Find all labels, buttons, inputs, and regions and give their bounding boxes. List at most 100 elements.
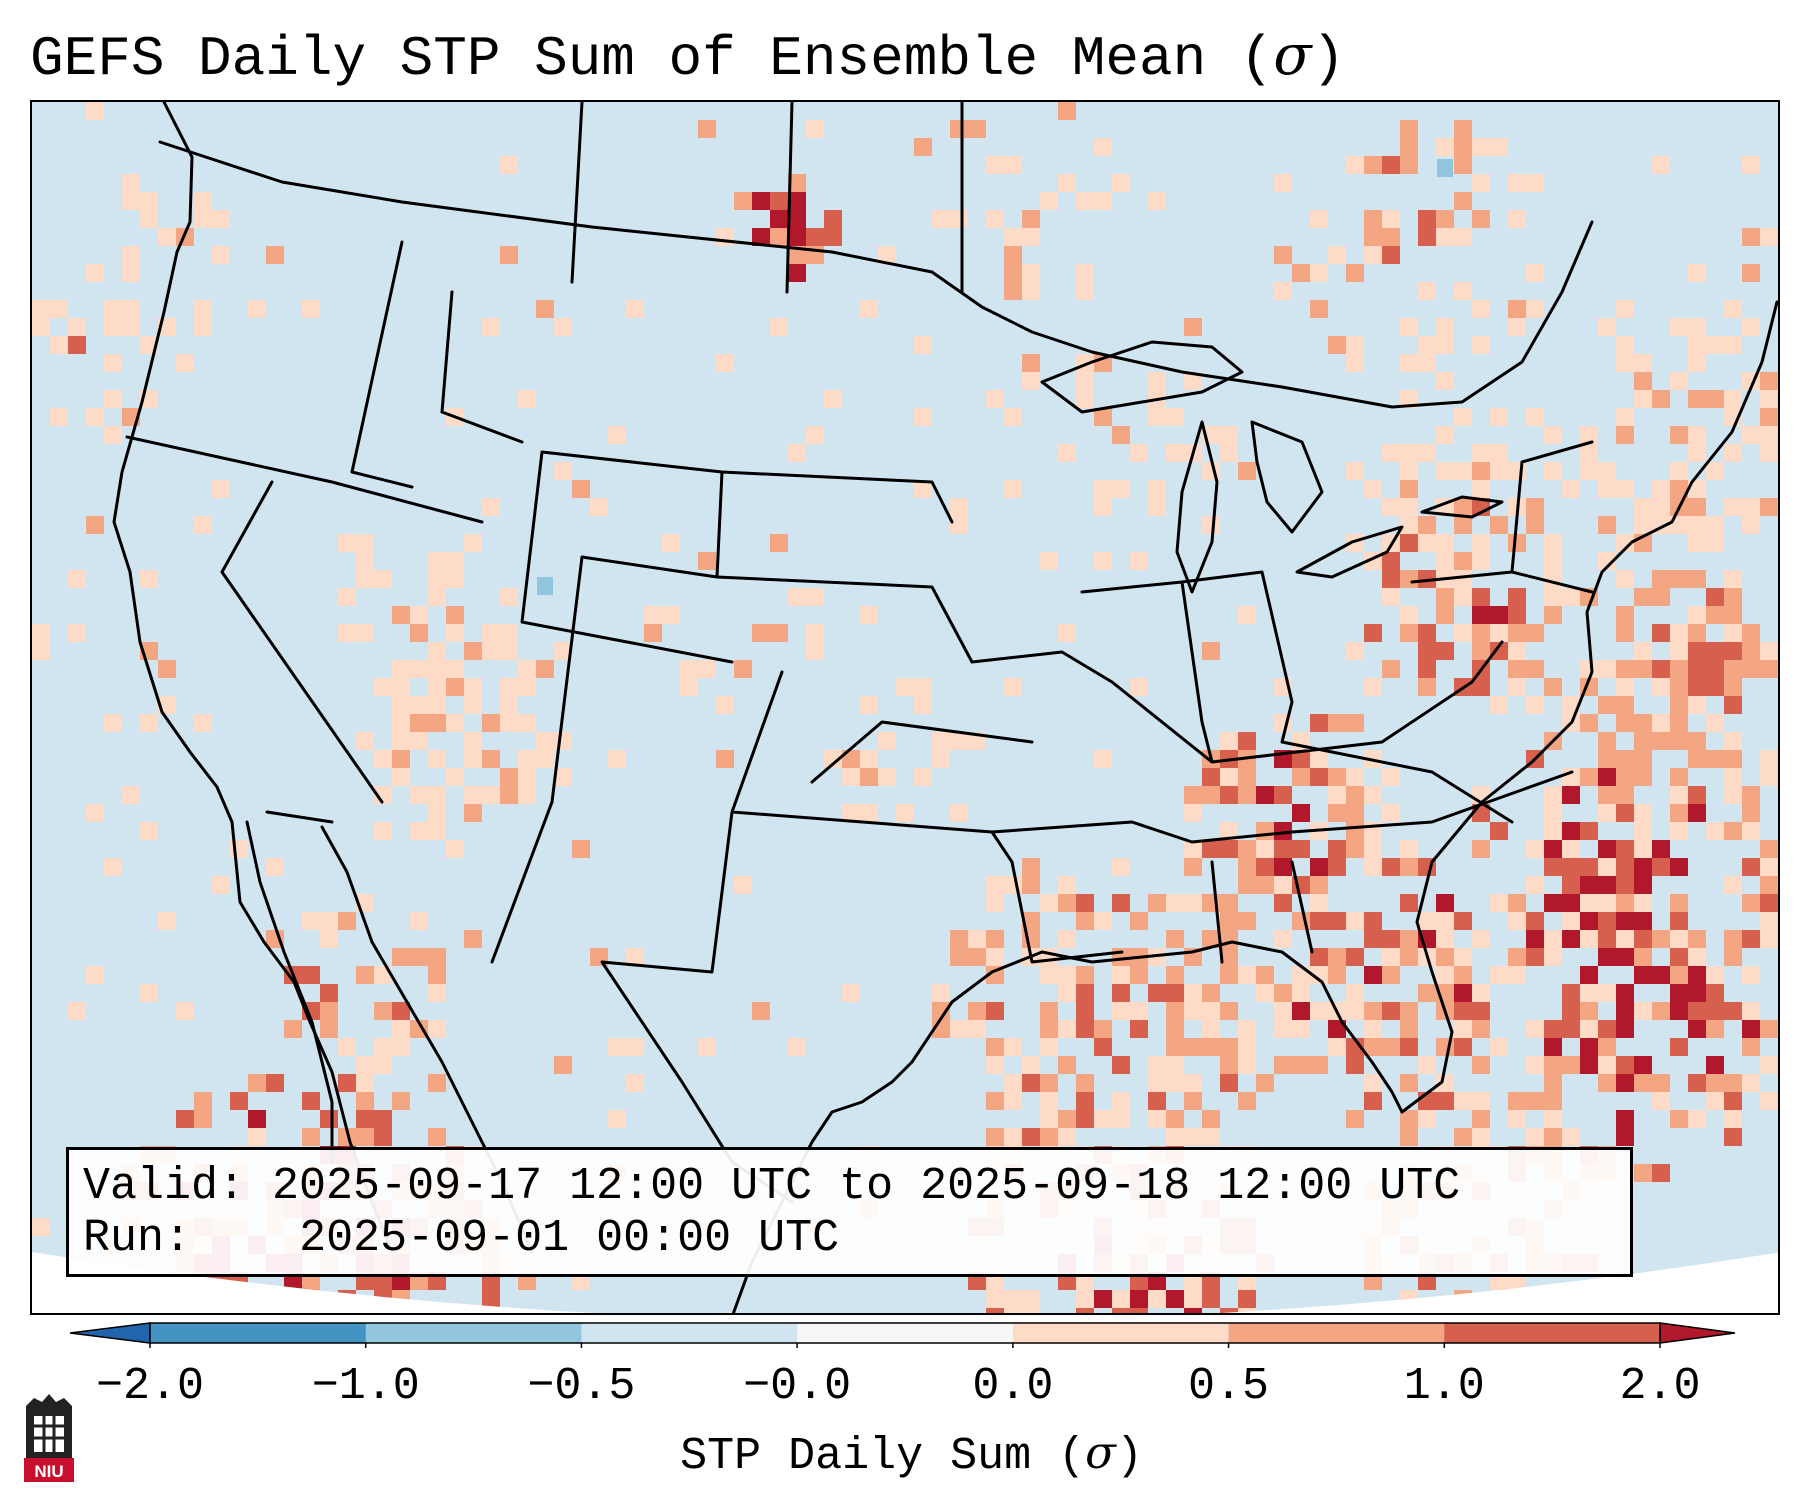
- anomaly-cell: [1274, 1056, 1292, 1074]
- anomaly-cell: [1238, 606, 1256, 624]
- anomaly-cell: [1544, 840, 1562, 858]
- anomaly-cell: [1274, 822, 1292, 840]
- anomaly-cell: [50, 408, 68, 426]
- anomaly-cell: [1508, 606, 1526, 624]
- anomaly-cell: [1670, 768, 1688, 786]
- anomaly-cell: [1670, 948, 1688, 966]
- anomaly-cell: [1238, 1308, 1256, 1313]
- anomaly-cell: [1544, 948, 1562, 966]
- anomaly-cell: [194, 516, 212, 534]
- anomaly-cell: [806, 120, 824, 138]
- anomaly-cell: [1778, 1056, 1780, 1074]
- anomaly-cell: [1616, 948, 1634, 966]
- anomaly-cell: [500, 624, 518, 642]
- anomaly-cell: [1076, 984, 1094, 1002]
- anomaly-cell: [356, 1056, 374, 1074]
- anomaly-cell: [860, 606, 878, 624]
- anomaly-cell: [1040, 552, 1058, 570]
- anomaly-cell: [1202, 930, 1220, 948]
- anomaly-cell: [1706, 966, 1724, 984]
- anomaly-cell: [248, 300, 266, 318]
- anomaly-cell: [1742, 264, 1760, 282]
- anomaly-cell: [1562, 1002, 1580, 1020]
- anomaly-cell: [1472, 606, 1490, 624]
- anomaly-cell: [1022, 1290, 1040, 1308]
- anomaly-cell: [1472, 840, 1490, 858]
- anomaly-cell: [932, 984, 950, 1002]
- anomaly-cell: [1742, 642, 1760, 660]
- anomaly-cell: [1094, 498, 1112, 516]
- anomaly-cell: [1472, 138, 1490, 156]
- anomaly-cell: [1616, 336, 1634, 354]
- anomaly-cell: [1148, 192, 1166, 210]
- anomaly-cell: [374, 822, 392, 840]
- anomaly-cell: [1346, 1002, 1364, 1020]
- anomaly-cell: [1544, 1074, 1562, 1092]
- anomaly-cell: [410, 624, 428, 642]
- anomaly-cell: [1706, 822, 1724, 840]
- anomaly-cell: [1310, 264, 1328, 282]
- anomaly-cell: [482, 1290, 500, 1308]
- anomaly-cell: [1670, 966, 1688, 984]
- anomaly-cell: [1364, 1092, 1382, 1110]
- anomaly-cell: [1760, 894, 1778, 912]
- anomaly-cell: [1148, 894, 1166, 912]
- anomaly-cell: [1004, 1128, 1022, 1146]
- anomaly-cell: [1724, 1128, 1742, 1146]
- anomaly-cell: [1166, 966, 1184, 984]
- anomaly-cell: [1760, 912, 1778, 930]
- anomaly-cell: [464, 732, 482, 750]
- anomaly-cell: [1202, 1110, 1220, 1128]
- anomaly-cell: [122, 300, 140, 318]
- colorbar-bin: [1012, 1323, 1230, 1343]
- anomaly-cell: [1382, 228, 1400, 246]
- anomaly-cell: [1562, 768, 1580, 786]
- anomaly-cell: [176, 1002, 194, 1020]
- anomaly-cell: [1598, 858, 1616, 876]
- anomaly-cell: [1238, 768, 1256, 786]
- anomaly-cell: [1400, 1110, 1418, 1128]
- colorbar-label-before: STP Daily Sum (: [680, 1431, 1086, 1482]
- anomaly-cell: [1040, 966, 1058, 984]
- anomaly-cell: [1616, 624, 1634, 642]
- anomaly-cell: [1310, 912, 1328, 930]
- anomaly-cell: [1328, 786, 1346, 804]
- anomaly-cell: [1454, 228, 1472, 246]
- anomaly-cell: [1472, 624, 1490, 642]
- anomaly-cell: [1544, 786, 1562, 804]
- anomaly-cell: [554, 732, 572, 750]
- pacific-coastline: [112, 102, 394, 1254]
- anomaly-cell: [518, 768, 536, 786]
- anomaly-cell: [1526, 408, 1544, 426]
- anomaly-cell: [1058, 1020, 1076, 1038]
- anomaly-cell: [914, 408, 932, 426]
- anomaly-cell: [500, 156, 518, 174]
- anomaly-cell: [500, 786, 518, 804]
- negative-anomaly-cell: [1437, 159, 1453, 177]
- anomaly-cell: [230, 1308, 248, 1313]
- anomaly-cell: [194, 1092, 212, 1110]
- anomaly-cell: [1778, 678, 1780, 696]
- anomaly-cell: [986, 1308, 1004, 1313]
- anomaly-cell: [860, 696, 878, 714]
- anomaly-cell: [1526, 660, 1544, 678]
- anomaly-cell: [824, 750, 842, 768]
- anomaly-cell: [1724, 642, 1742, 660]
- anomaly-cell: [1346, 264, 1364, 282]
- anomaly-cell: [1400, 624, 1418, 642]
- anomaly-cell: [1724, 930, 1742, 948]
- anomaly-cell: [1130, 1290, 1148, 1308]
- anomaly-cell: [104, 318, 122, 336]
- anomaly-cell: [1274, 1002, 1292, 1020]
- anomaly-cell: [302, 1308, 320, 1313]
- anomaly-cell: [1382, 804, 1400, 822]
- anomaly-cell: [1022, 1056, 1040, 1074]
- anomaly-cell: [1616, 750, 1634, 768]
- anomaly-cell: [1274, 786, 1292, 804]
- anomaly-cell: [1544, 678, 1562, 696]
- anomaly-cell: [1544, 1290, 1562, 1308]
- anomaly-cell: [1346, 642, 1364, 660]
- anomaly-cell: [1508, 1092, 1526, 1110]
- anomaly-cell: [950, 1020, 968, 1038]
- anomaly-cell: [1634, 660, 1652, 678]
